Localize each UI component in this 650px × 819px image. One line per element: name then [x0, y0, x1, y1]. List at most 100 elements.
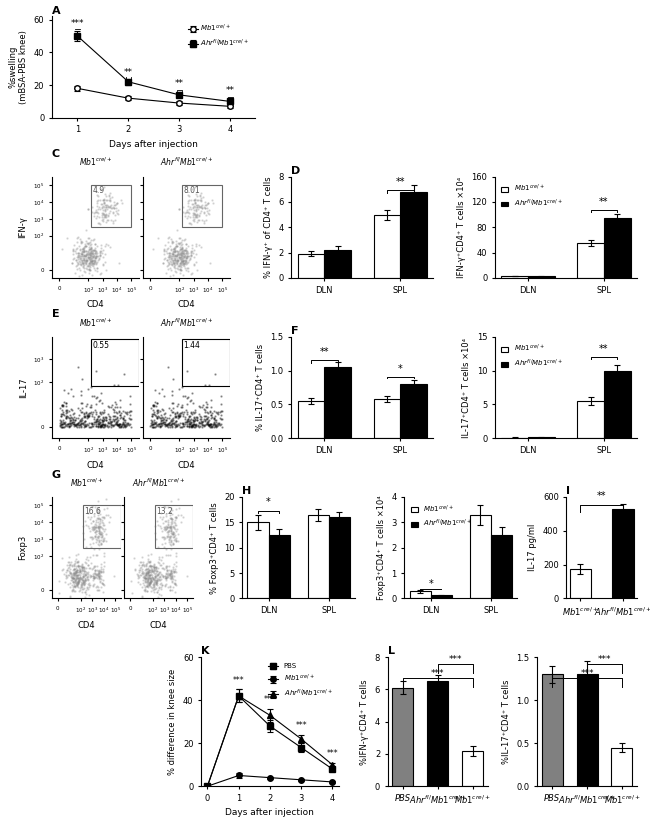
Point [76, 396, 86, 410]
Point [92, 390, 102, 403]
Point [182, 206, 192, 219]
Point [183, 390, 193, 403]
Point [98, 566, 109, 579]
Point [167, 396, 177, 410]
Point [55, 418, 66, 431]
Point [162, 564, 173, 577]
Point [92, 520, 103, 533]
Point [165, 420, 176, 433]
Point [176, 515, 186, 528]
Point [179, 410, 190, 423]
Point [162, 263, 173, 276]
Point [72, 568, 82, 581]
Bar [400, 192, 427, 278]
Point [90, 525, 101, 538]
Point [68, 572, 78, 585]
Point [106, 415, 116, 428]
Point [87, 256, 98, 269]
Point [92, 584, 103, 597]
Point [65, 566, 75, 579]
Point [149, 561, 159, 574]
Point [170, 253, 181, 266]
Point [91, 417, 101, 430]
Point [98, 193, 108, 206]
Point [68, 418, 78, 431]
Point [72, 251, 82, 264]
Point [58, 417, 69, 430]
Point [184, 410, 194, 423]
Point [112, 207, 123, 220]
Point [84, 406, 94, 419]
Point [76, 257, 86, 270]
Point [188, 420, 199, 433]
Point [153, 231, 164, 244]
Point [154, 387, 164, 400]
Point [94, 542, 105, 555]
Point [57, 420, 67, 433]
Point [70, 581, 81, 594]
Point [149, 562, 159, 575]
Point [157, 530, 167, 543]
Point [162, 567, 172, 580]
Point [97, 206, 107, 219]
Point [172, 405, 182, 419]
Point [159, 413, 169, 426]
Point [174, 249, 184, 262]
Point [168, 531, 178, 544]
Point [183, 417, 194, 430]
Point [187, 407, 198, 420]
Point [94, 216, 105, 229]
Point [87, 254, 98, 267]
Point [143, 566, 153, 579]
Point [194, 238, 204, 251]
Point [145, 578, 155, 591]
Point [187, 420, 197, 433]
Point [177, 401, 187, 414]
Point [188, 415, 199, 428]
Point [88, 257, 99, 270]
Point [177, 243, 188, 256]
Bar [248, 523, 268, 599]
Point [169, 515, 179, 528]
Point [95, 249, 105, 262]
Point [180, 249, 190, 262]
Point [97, 208, 107, 221]
Point [67, 415, 77, 428]
Point [91, 570, 101, 583]
Point [200, 202, 210, 215]
Point [164, 524, 174, 537]
Point [79, 262, 90, 275]
Point [90, 516, 101, 529]
Point [144, 568, 155, 581]
Point [186, 406, 196, 419]
Point [86, 247, 96, 260]
Point [79, 576, 89, 589]
Bar [83, 505, 121, 548]
Point [174, 267, 185, 280]
Point [141, 559, 151, 572]
Point [170, 256, 181, 269]
Point [207, 411, 217, 424]
Point [146, 413, 157, 426]
Point [177, 419, 188, 432]
Point [129, 563, 140, 577]
Point [72, 555, 82, 568]
Point [142, 572, 153, 586]
Point [198, 202, 208, 215]
Bar [612, 748, 632, 786]
Point [73, 247, 83, 260]
Point [98, 418, 108, 431]
Point [191, 419, 202, 432]
Point [151, 411, 162, 424]
Point [177, 255, 187, 268]
Point [165, 522, 176, 535]
Point [60, 405, 71, 418]
Point [138, 559, 149, 572]
Point [109, 378, 119, 391]
Point [184, 410, 194, 423]
Text: H: H [242, 486, 252, 496]
Point [168, 527, 179, 541]
Point [88, 571, 99, 584]
Point [179, 251, 189, 264]
Point [68, 252, 78, 265]
